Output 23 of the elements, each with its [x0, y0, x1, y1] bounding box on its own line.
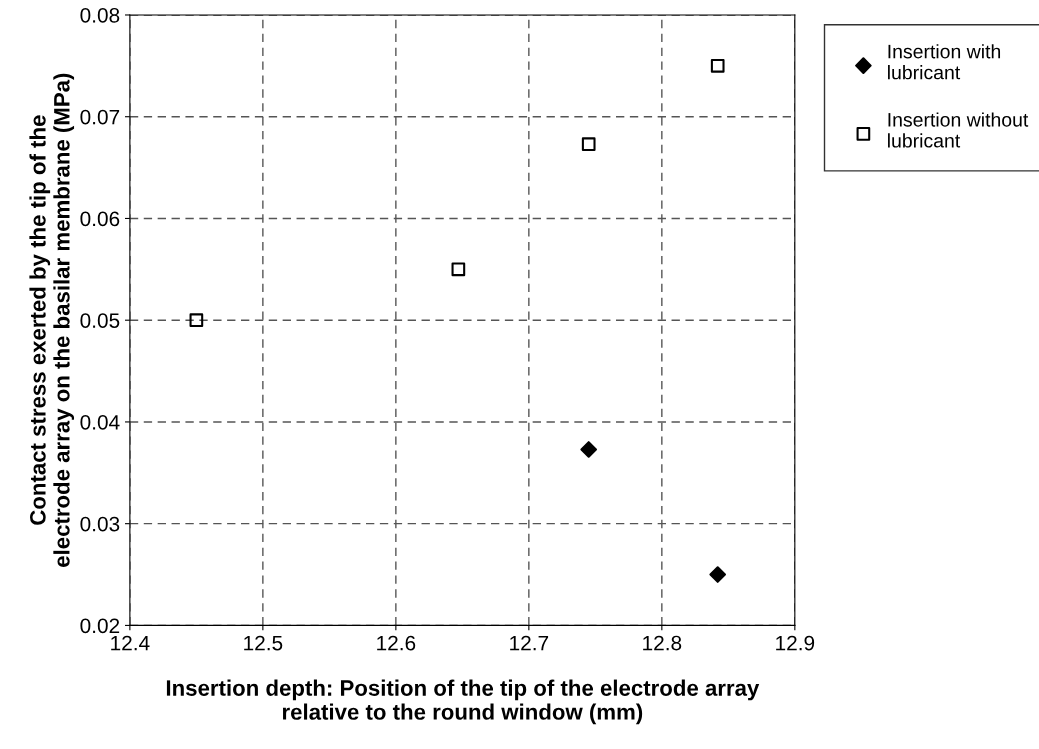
y-tick-label: 0.02	[80, 618, 120, 634]
x-tick-label: 12.7	[510, 635, 549, 651]
x-tick-label: 12.4	[111, 635, 150, 651]
point	[581, 137, 596, 152]
point	[709, 566, 727, 583]
point	[710, 59, 725, 73]
y-tick-label: 0.07	[80, 109, 120, 125]
y-tick-label: 0.06	[80, 211, 120, 227]
y-tick-label: 0.03	[80, 516, 120, 532]
x-tick-label: 12.5	[244, 635, 283, 651]
point	[580, 441, 598, 458]
legend-label: Insertion without lubricant	[888, 112, 1029, 148]
x-tick-label: 12.6	[377, 635, 416, 651]
point	[451, 262, 466, 277]
y-tick-label: 0.08	[80, 7, 120, 23]
y-tick-label: 0.05	[80, 313, 120, 328]
x-tick-label: 12.8	[643, 635, 682, 651]
y-tick-label: 0.04	[80, 414, 120, 430]
x-tick-label: 12.9	[776, 635, 815, 651]
legend-label: Insertion with lubricant	[888, 44, 1001, 80]
y-axis-title: Contact stress exerted by the tip of the electrode array on the basilar membrane (MPa)	[29, 73, 75, 567]
x-axis-title: Insertion depth: Position of the tip of the electrode array relative to the round window (mm)	[166, 679, 760, 725]
point	[189, 313, 204, 328]
